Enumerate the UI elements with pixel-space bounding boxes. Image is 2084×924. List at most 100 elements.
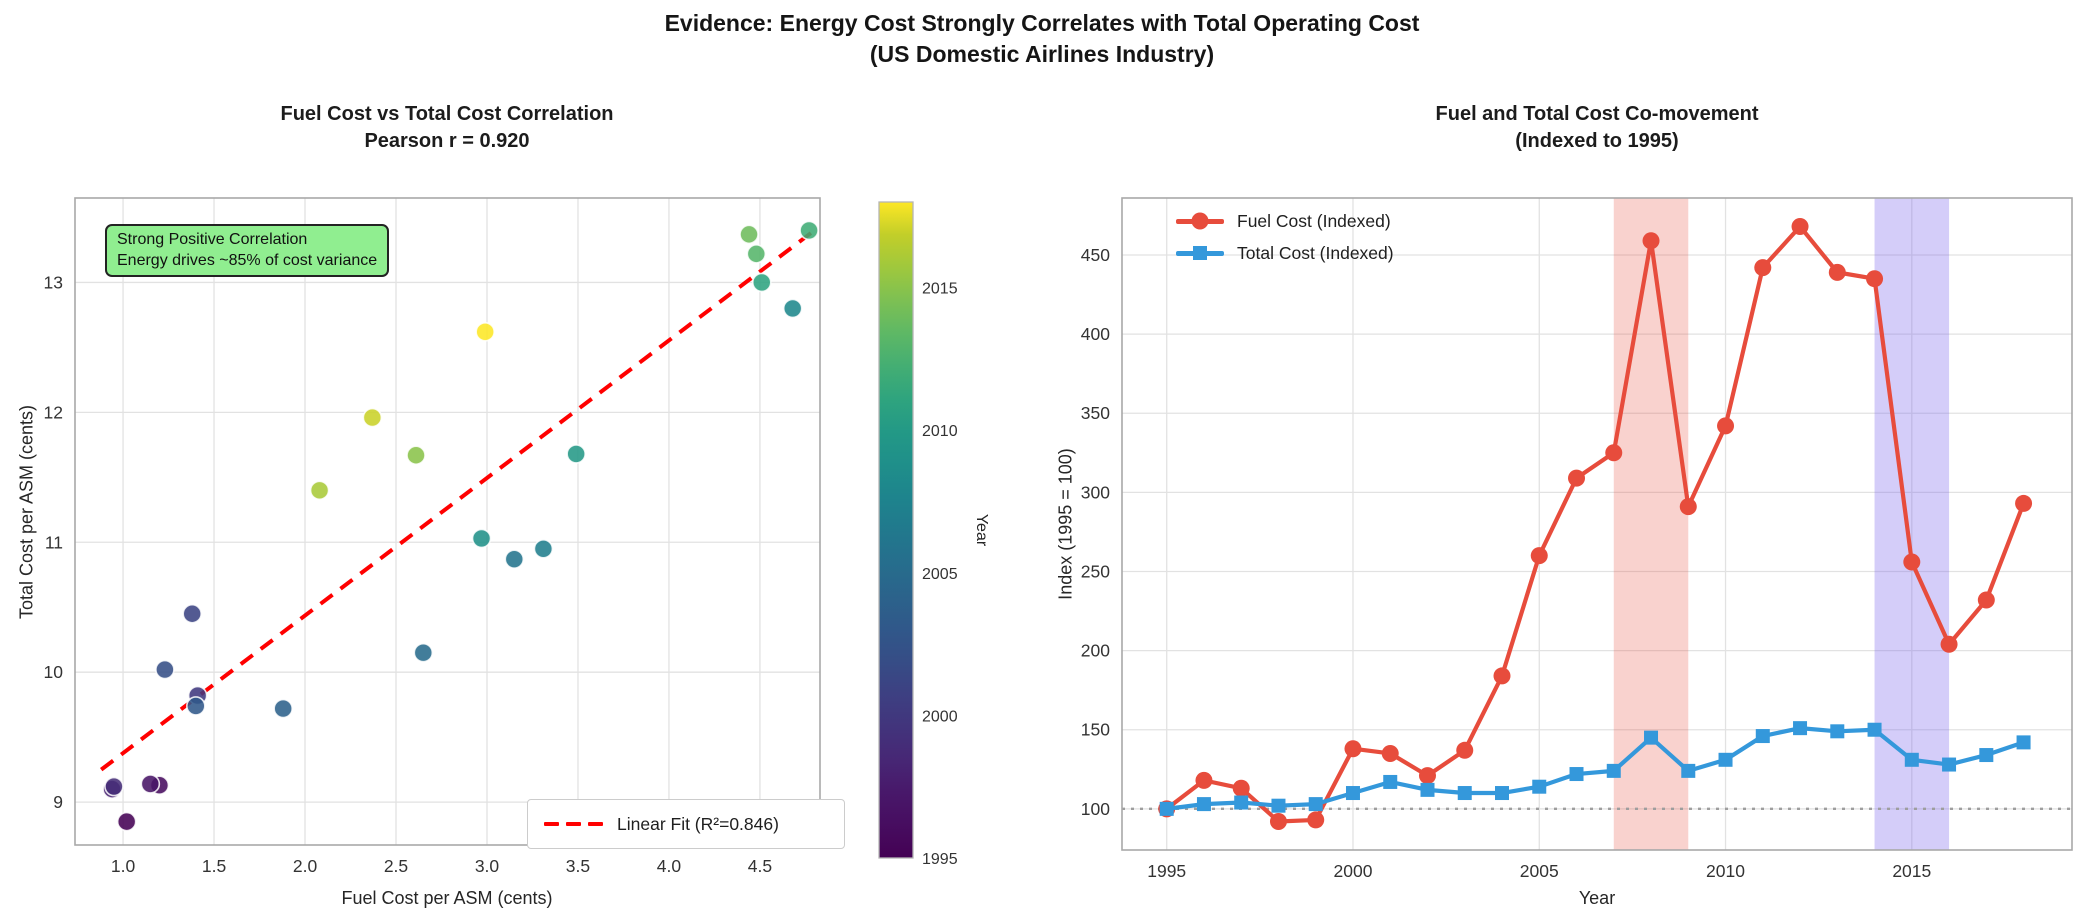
fuel-cost-marker-1997 — [1232, 779, 1250, 797]
fuel-cost-marker-2003 — [1456, 741, 1474, 759]
scatter-legend: Linear Fit (R²=0.846) — [527, 799, 845, 849]
linear-fit-swatch-icon — [544, 821, 603, 827]
colorbar: 1995 2000 2005 2010 2015 — [878, 201, 958, 868]
highlight-band — [1613, 198, 1689, 850]
line-chart-y-tick-label: 100 — [1081, 799, 1110, 819]
fuel-series-label: Fuel Cost (Indexed) — [1237, 210, 1391, 231]
scatter-point-2015 — [406, 445, 426, 466]
total-cost-marker-2005 — [1532, 779, 1547, 794]
total-cost-marker-2017 — [1979, 748, 1994, 763]
fuel-cost-marker-2012 — [1791, 217, 1809, 235]
linear-fit-label: Linear Fit (R²=0.846) — [617, 813, 779, 834]
scatter-point-2008 — [782, 298, 803, 319]
scatter-title: Fuel Cost vs Total Cost Correlation Pear… — [281, 101, 614, 155]
colorbar-tick-label: 1995 — [922, 851, 958, 868]
line-chart-xlabel: Year — [1578, 888, 1616, 908]
suptitle-line1: Evidence: Energy Cost Strongly Correlate… — [664, 10, 1420, 36]
scatter-point-2011 — [751, 272, 772, 293]
total-cost-marker-2007 — [1606, 763, 1621, 778]
line-chart-title-line1: Fuel and Total Cost Co-movement — [1435, 103, 1759, 125]
fuel-cost-marker-2013 — [1828, 263, 1846, 281]
scatter-point-2002 — [155, 659, 175, 680]
line-chart-legend: Fuel Cost (Indexed) Total Cost (Indexed) — [1176, 208, 1394, 266]
scatter-xlabel: Fuel Cost per ASM (cents) — [341, 888, 553, 908]
scatter-point-2005 — [413, 642, 434, 663]
scatter-point-2018 — [475, 322, 495, 342]
line-chart-y-tick-label: 400 — [1081, 324, 1110, 344]
line-chart-title: Fuel and Total Cost Co-movement (Indexed… — [1436, 101, 1759, 155]
line-chart-y-tick-label: 150 — [1081, 720, 1110, 740]
total-cost-marker-2001 — [1383, 774, 1398, 789]
colorbar-tick-label: 2015 — [922, 281, 958, 298]
line-chart-x-tick-label: 2015 — [1892, 861, 1931, 881]
scatter-y-tick-label: 12 — [44, 402, 63, 422]
total-cost-marker-2003 — [1457, 786, 1472, 801]
total-cost-marker-1995 — [1159, 801, 1174, 816]
colorbar-tick-label: 2000 — [922, 708, 958, 725]
scatter-point-2017 — [362, 407, 383, 428]
scatter-y-tick-label: 11 — [45, 532, 63, 552]
total-cost-marker-2014 — [1867, 722, 1882, 737]
scatter-y-tick-label: 9 — [53, 792, 63, 812]
scatter-plot-border — [74, 197, 821, 846]
total-cost-marker-2018 — [2016, 735, 2031, 750]
total-cost-marker-2002 — [1420, 782, 1435, 797]
fuel-cost-marker-2011 — [1754, 259, 1772, 277]
fuel-cost-marker-1996 — [1195, 771, 1213, 789]
scatter-point-2003 — [186, 696, 206, 716]
scatter-point-2012 — [799, 220, 819, 241]
line-chart-x-tick-label: 2005 — [1520, 861, 1559, 881]
scatter-x-tick-label: 4.0 — [657, 856, 682, 876]
scatter-plot-area — [75, 198, 820, 845]
line-chart-y-tick-label: 450 — [1081, 245, 1110, 265]
colorbar-tick-label: 2010 — [922, 423, 958, 440]
line-chart: 1995 2000 2005 2010 2015 100 150 200 250 300 350 40… — [1081, 197, 2073, 881]
annotation-line1: Strong Positive Correlation — [117, 231, 308, 248]
total-cost-marker-2012 — [1793, 721, 1808, 736]
line-chart-area — [1122, 198, 2072, 850]
line-chart-y-tick-label: 350 — [1081, 403, 1110, 423]
suptitle-line2: (US Domestic Airlines Industry) — [869, 41, 1215, 67]
scatter-point-2010 — [566, 444, 586, 464]
fuel-cost-marker-2009 — [1679, 498, 1697, 516]
scatter-y-tick-label: 10 — [44, 662, 64, 682]
total-cost-marker-2009 — [1681, 763, 1696, 778]
total-cost-marker-2015 — [1904, 752, 1919, 767]
colorbar-label: Year — [973, 513, 990, 547]
fuel-cost-marker-2008 — [1642, 232, 1660, 250]
line-chart-x-tick-label: 2000 — [1334, 861, 1373, 881]
fuel-cost-marker-2014 — [1866, 270, 1884, 288]
line-chart-y-tick-label: 300 — [1081, 482, 1110, 502]
line-chart-x-tick-label: 2010 — [1706, 861, 1745, 881]
fuel-cost-marker-2010 — [1717, 417, 1735, 435]
scatter-plot: 1.0 1.5 2.0 2.5 3.0 3.5 4.0 4.5 9 10 11 12 13 — [44, 197, 821, 876]
scatter-x-tick-label: 2.0 — [293, 856, 318, 876]
legend-row-fuel: Fuel Cost (Indexed) — [1176, 208, 1394, 234]
line-chart-y-tick-label: 250 — [1081, 561, 1110, 581]
scatter-ylabel: Total Cost per ASM (cents) — [16, 404, 37, 620]
fuel-line-swatch-icon — [1176, 211, 1224, 231]
line-chart-ylabel: Index (1995 = 100) — [1055, 448, 1076, 600]
scatter-point-2006 — [504, 549, 525, 569]
total-cost-marker-2011 — [1755, 729, 1770, 744]
fuel-cost-marker-2007 — [1605, 444, 1623, 462]
scatter-x-tick-label: 3.5 — [566, 856, 590, 876]
total-cost-marker-2008 — [1644, 730, 1659, 745]
fuel-cost-marker-2006 — [1568, 469, 1586, 487]
total-cost-marker-2016 — [1942, 757, 1957, 772]
scatter-point-2001 — [182, 603, 202, 624]
scatter-x-tick-label: 4.5 — [748, 856, 772, 876]
total-cost-marker-1997 — [1234, 795, 1249, 810]
scatter-point-2014 — [739, 224, 759, 245]
scatter-point-2007 — [533, 538, 554, 559]
scatter-point-2013 — [746, 244, 767, 264]
fuel-cost-marker-2018 — [2015, 494, 2033, 512]
scatter-x-tick-label: 3.0 — [475, 856, 500, 876]
legend-row-total: Total Cost (Indexed) — [1176, 240, 1394, 266]
total-cost-marker-2000 — [1345, 786, 1360, 801]
highlight-band — [1874, 198, 1950, 850]
scatter-title-line2: Pearson r = 0.920 — [364, 130, 530, 152]
fuel-cost-marker-1998 — [1269, 813, 1287, 831]
scatter-x-tick-label: 1.5 — [202, 856, 226, 876]
